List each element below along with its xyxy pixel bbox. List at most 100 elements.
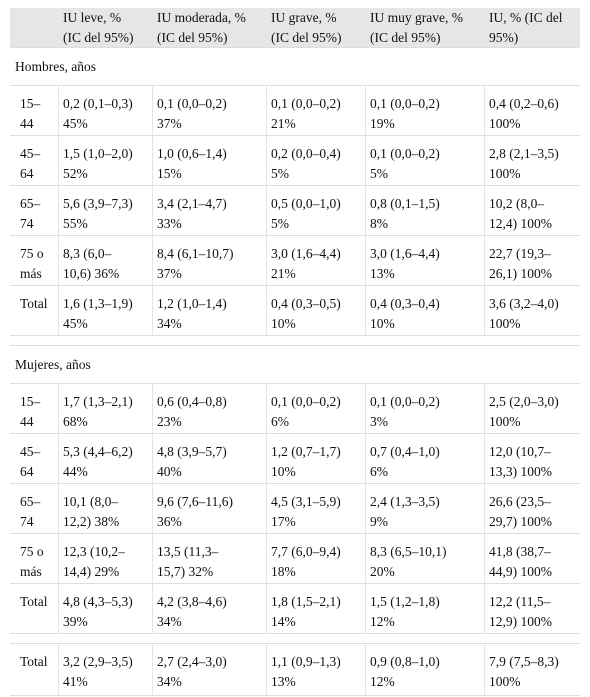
text-line: 6% <box>370 464 388 479</box>
column-divider <box>484 286 485 336</box>
data-cell: 12,3 (10,2– 14,4) 29% <box>58 534 152 584</box>
text-line: 12,9) 100% <box>489 614 552 629</box>
column-divider <box>266 384 267 434</box>
column-divider <box>58 434 59 484</box>
data-cell: 13,5 (11,3– 15,7) 32% <box>152 534 266 584</box>
column-divider <box>266 484 267 534</box>
text-line: IU grave, % <box>271 10 337 25</box>
text-line: 55% <box>63 216 88 231</box>
column-divider <box>365 584 366 634</box>
text-line: 22,7 (19,3– <box>489 246 551 261</box>
text-line: 10% <box>271 464 296 479</box>
data-cell: 0,9 (0,8–1,0) 12% <box>365 644 484 696</box>
text-line: 0,1 (0,0–0,2) <box>370 146 440 161</box>
column-divider <box>365 186 366 236</box>
text-line: 10,1 (8,0– <box>63 494 119 509</box>
text-line: 5% <box>271 166 289 181</box>
text-line: 34% <box>157 316 182 331</box>
text-line: 1,6 (1,3–1,9) <box>63 296 133 311</box>
column-divider <box>58 484 59 534</box>
text-line: 9% <box>370 514 388 529</box>
data-cell: 3,6 (3,2–4,0) 100% <box>484 286 580 336</box>
column-divider <box>58 136 59 186</box>
text-line: (IC del 95%) <box>271 30 342 45</box>
data-cell: 0,1 (0,0–0,2) 19% <box>365 86 484 136</box>
data-cell: 2,5 (2,0–3,0) 100% <box>484 384 580 434</box>
text-line: 14,4) 29% <box>63 564 120 579</box>
data-cell: 5,3 (4,4–6,2) 44% <box>58 434 152 484</box>
text-line: 33% <box>157 216 182 231</box>
row <box>10 484 580 534</box>
text-line: 12% <box>370 614 395 629</box>
column-divider <box>365 236 366 286</box>
text-line: 26,1) 100% <box>489 266 552 281</box>
text-line: 5,3 (4,4–6,2) <box>63 444 133 459</box>
column-divider <box>152 584 153 634</box>
text-line: 8,3 (6,0– <box>63 246 112 261</box>
text-line: 41% <box>63 674 88 689</box>
column-divider <box>365 534 366 584</box>
text-line: 12,0 (10,7– <box>489 444 551 459</box>
column-divider <box>484 186 485 236</box>
text-line: 0,4 (0,3–0,4) <box>370 296 440 311</box>
text-line: 0,8 (0,1–1,5) <box>370 196 440 211</box>
data-cell: 7,9 (7,5–8,3) 100% <box>484 644 580 696</box>
row <box>10 346 580 384</box>
row <box>10 384 580 434</box>
text-line: 95%) <box>489 30 519 45</box>
column-divider <box>365 384 366 434</box>
text-line: 18% <box>271 564 296 579</box>
data-cell: 1,5 (1,2–1,8) 12% <box>365 584 484 634</box>
column-divider <box>152 136 153 186</box>
row <box>10 236 580 286</box>
text-line: 100% <box>489 116 521 131</box>
text-line: 68% <box>63 414 88 429</box>
text-line: 0,9 (0,8–1,0) <box>370 654 440 669</box>
text-line: 7,7 (6,0–9,4) <box>271 544 341 559</box>
row-label: 15– 44 <box>15 384 58 434</box>
data-cell: 0,4 (0,3–0,5) 10% <box>266 286 365 336</box>
data-cell: 0,5 (0,0–1,0) 5% <box>266 186 365 236</box>
text-line: 2,5 (2,0–3,0) <box>489 394 559 409</box>
text-line: 64 <box>20 166 34 181</box>
column-divider <box>484 434 485 484</box>
text-line: 34% <box>157 674 182 689</box>
column-divider <box>58 86 59 136</box>
data-cell: 3,2 (2,9–3,5) 41% <box>58 644 152 696</box>
data-cell: 0,2 (0,0–0,4) 5% <box>266 136 365 186</box>
data-cell: 1,8 (1,5–2,1) 14% <box>266 584 365 634</box>
text-line: 3,0 (1,6–4,4) <box>370 246 440 261</box>
column-divider <box>266 136 267 186</box>
text-line: 65– <box>20 494 41 509</box>
data-cell: 0,7 (0,4–1,0) 6% <box>365 434 484 484</box>
column-divider <box>58 644 59 696</box>
text-line: 29,7) 100% <box>489 514 552 529</box>
data-cell: 10,2 (8,0– 12,4) 100% <box>484 186 580 236</box>
row <box>10 286 580 336</box>
text-line: 3,4 (2,1–4,7) <box>157 196 227 211</box>
text-line: 45% <box>63 316 88 331</box>
data-cell: 0,2 (0,1–0,3) 45% <box>58 86 152 136</box>
text-line: 21% <box>271 266 296 281</box>
text-line: 1,7 (1,3–2,1) <box>63 394 133 409</box>
row-label: 75 o más <box>15 236 58 286</box>
text-line: 0,2 (0,1–0,3) <box>63 96 133 111</box>
text-line: 45– <box>20 146 41 161</box>
column-divider <box>484 644 485 696</box>
row-label: 65– 74 <box>15 484 58 534</box>
text-line: 0,5 (0,0–1,0) <box>271 196 341 211</box>
text-line: 1,2 (0,7–1,7) <box>271 444 341 459</box>
text-line: Total <box>20 296 48 311</box>
text-line: 74 <box>20 216 34 231</box>
text-line: 0,1 (0,0–0,2) <box>157 96 227 111</box>
text-line: IU moderada, % <box>157 10 246 25</box>
row-label: 45– 64 <box>15 434 58 484</box>
data-cell: 1,7 (1,3–2,1) 68% <box>58 384 152 434</box>
column-divider <box>365 644 366 696</box>
text-line: 52% <box>63 166 88 181</box>
text-line: 1,5 (1,0–2,0) <box>63 146 133 161</box>
row-label: Total <box>15 584 58 634</box>
text-line: 44 <box>20 414 34 429</box>
row-label: 45– 64 <box>15 136 58 186</box>
